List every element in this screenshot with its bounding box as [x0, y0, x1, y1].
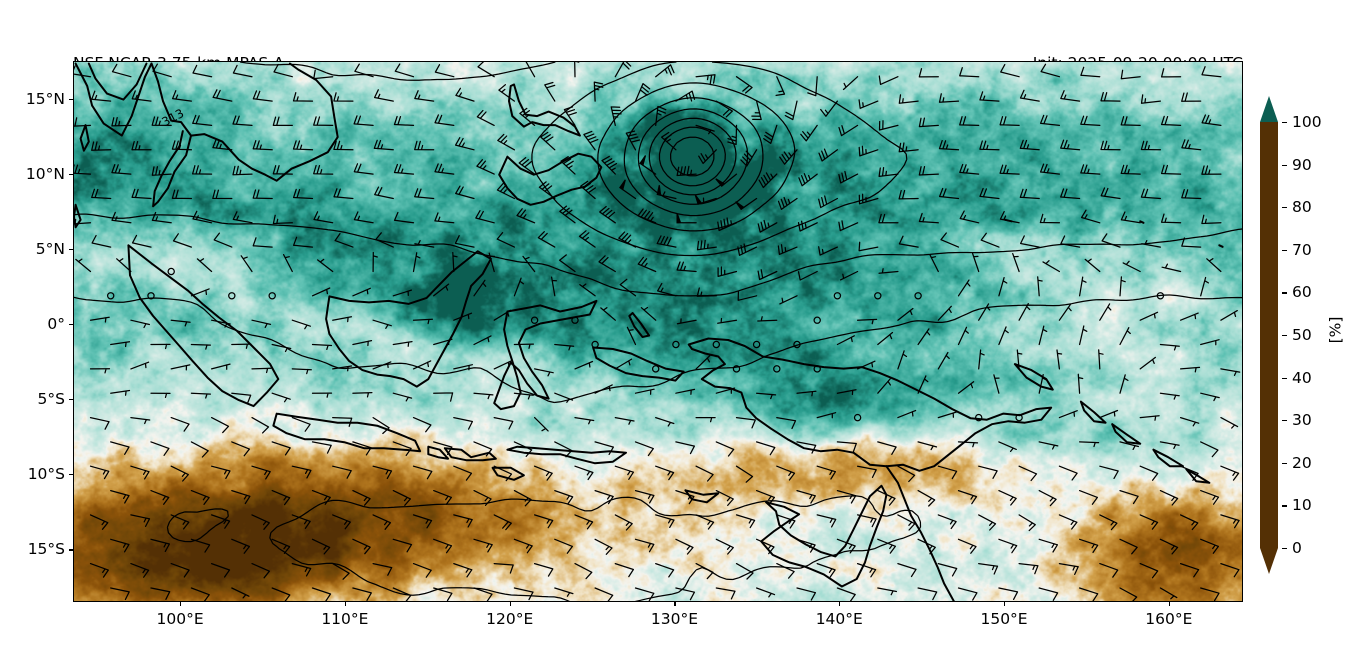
- colorbar-gradient: [1260, 122, 1278, 548]
- colorbar-tick-mark: [1282, 292, 1287, 294]
- x-axis-tick-label: 110°E: [321, 610, 369, 628]
- colorbar-tick-mark: [1282, 335, 1287, 337]
- contours-barbs-coastlines-layer: 313: [74, 62, 1242, 601]
- colorbar-tick-mark: [1282, 207, 1287, 209]
- colorbar-tick-label: 90: [1292, 155, 1312, 174]
- x-axis-tick-label: 140°E: [815, 610, 863, 628]
- colorbar-tick-label: 10: [1292, 496, 1312, 515]
- colorbar-tick-mark: [1282, 420, 1287, 422]
- y-tick-mark: [69, 248, 73, 251]
- colorbar-tick-label: 80: [1292, 198, 1312, 217]
- colorbar-tick-label: 30: [1292, 411, 1312, 430]
- x-tick-mark: [674, 602, 676, 606]
- map-canvas-layers: 313: [74, 62, 1242, 601]
- y-tick-mark: [69, 173, 73, 175]
- wind-barb-group: [74, 62, 1241, 601]
- x-tick-mark: [180, 602, 182, 606]
- x-axis-tick-label: 120°E: [486, 610, 534, 628]
- colorbar-tick-label: 60: [1292, 283, 1312, 302]
- colorbar-tick-mark: [1282, 462, 1287, 464]
- y-axis-tick-label: 15°S: [27, 540, 65, 559]
- colorbar-min-extend-arrow: [1260, 548, 1278, 574]
- y-axis-tick-label: 10°N: [25, 164, 65, 183]
- coastline-group: [74, 62, 1224, 601]
- colorbar-unit-label: [%]: [1326, 316, 1345, 344]
- colorbar-tick-label: 50: [1292, 326, 1312, 344]
- x-tick-mark: [1168, 602, 1171, 606]
- colorbar-tick-label: 40: [1292, 368, 1312, 387]
- y-axis-tick-label: 10°S: [27, 465, 65, 484]
- y-tick-mark: [69, 323, 73, 326]
- y-axis-tick-label: 15°N: [25, 89, 65, 108]
- colorbar-max-extend-arrow: [1260, 96, 1278, 122]
- y-tick-mark: [69, 399, 73, 401]
- colorbar-tick-label: 70: [1292, 240, 1312, 259]
- colorbar-tick-mark: [1282, 377, 1287, 379]
- colorbar-tick-mark: [1282, 164, 1287, 166]
- relative-humidity-shading-layer: [74, 62, 1242, 601]
- y-tick-mark: [69, 98, 73, 100]
- x-tick-mark: [344, 602, 347, 606]
- x-tick-mark: [509, 602, 511, 606]
- y-tick-mark: [69, 474, 73, 476]
- colorbar-tick-mark: [1282, 505, 1287, 507]
- y-tick-mark: [69, 549, 73, 551]
- map-plot-area: 313: [73, 61, 1243, 602]
- colorbar-tick-label: 100: [1292, 113, 1322, 131]
- x-tick-mark: [839, 602, 841, 606]
- colorbar-tick-label: 20: [1292, 453, 1312, 472]
- colorbar-tick-mark: [1282, 548, 1287, 550]
- colorbar: [1256, 96, 1282, 574]
- x-axis-tick-label: 160°E: [1145, 610, 1193, 628]
- x-axis-tick-label: 150°E: [980, 610, 1028, 628]
- x-tick-mark: [1004, 602, 1006, 606]
- x-axis-tick-label: 130°E: [650, 610, 699, 628]
- height-contour-group: [74, 62, 1242, 601]
- colorbar-tick-mark: [1282, 122, 1287, 124]
- y-axis-tick-label: 0°: [47, 314, 65, 333]
- y-axis-tick-label: 5°S: [37, 390, 65, 409]
- colorbar-tick-mark: [1282, 249, 1287, 251]
- x-axis-tick-label: 100°E: [156, 610, 204, 628]
- colorbar-tick-label: 0: [1292, 539, 1302, 557]
- y-axis-tick-label: 5°N: [35, 239, 65, 258]
